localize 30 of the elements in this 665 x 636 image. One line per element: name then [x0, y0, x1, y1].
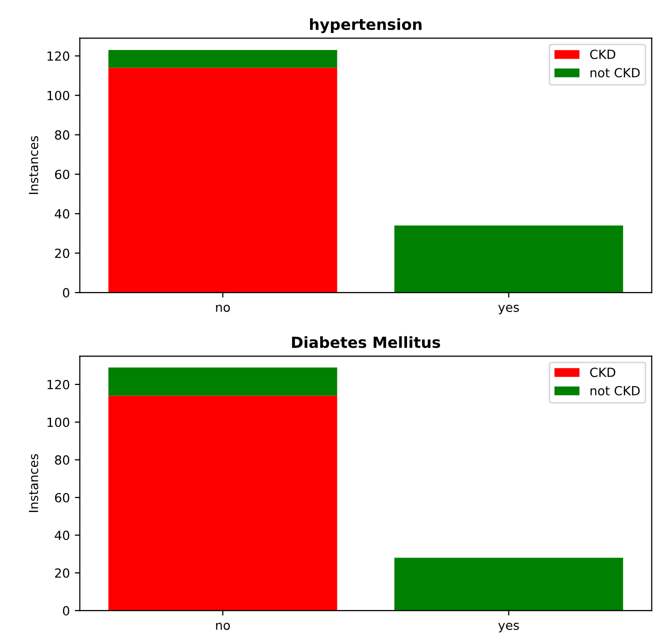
- chart-title: Diabetes Mellitus: [292, 336, 440, 348]
- y-tick-label: 40: [54, 209, 70, 219]
- chart-title: hypertension: [310, 18, 422, 34]
- y-tick-label: 20: [55, 568, 70, 578]
- bar: [394, 226, 624, 293]
- legend-label: not CKD: [590, 68, 640, 78]
- x-tick-label: yes: [498, 304, 519, 314]
- y-axis-title: Instances: [28, 454, 38, 512]
- y-tick-label: 100: [48, 418, 70, 428]
- legend-label: CKD: [590, 368, 616, 378]
- x-tick-label: yes: [498, 622, 519, 632]
- y-tick-label: 60: [55, 170, 70, 180]
- y-tick-label: 120: [48, 380, 70, 390]
- legend-label: CKD: [590, 50, 616, 60]
- y-axis-title: Instances: [28, 136, 38, 194]
- y-tick-label: 20: [55, 248, 70, 258]
- y-tick-label: 80: [55, 130, 70, 140]
- y-tick-label: 80: [55, 455, 70, 465]
- legend-label: not CKD: [590, 386, 640, 396]
- y-tick-label: 100: [48, 90, 70, 100]
- y-tick-label: 40: [54, 530, 70, 540]
- x-tick-label: no: [216, 304, 230, 312]
- y-tick-label: 0: [62, 606, 70, 616]
- y-tick-label: 0: [62, 288, 70, 298]
- x-tick-label: no: [216, 622, 230, 630]
- bar: [108, 50, 338, 68]
- y-tick-label: 60: [55, 492, 70, 502]
- bar: [394, 558, 624, 611]
- y-tick-label: 120: [48, 51, 70, 61]
- bar: [108, 367, 338, 396]
